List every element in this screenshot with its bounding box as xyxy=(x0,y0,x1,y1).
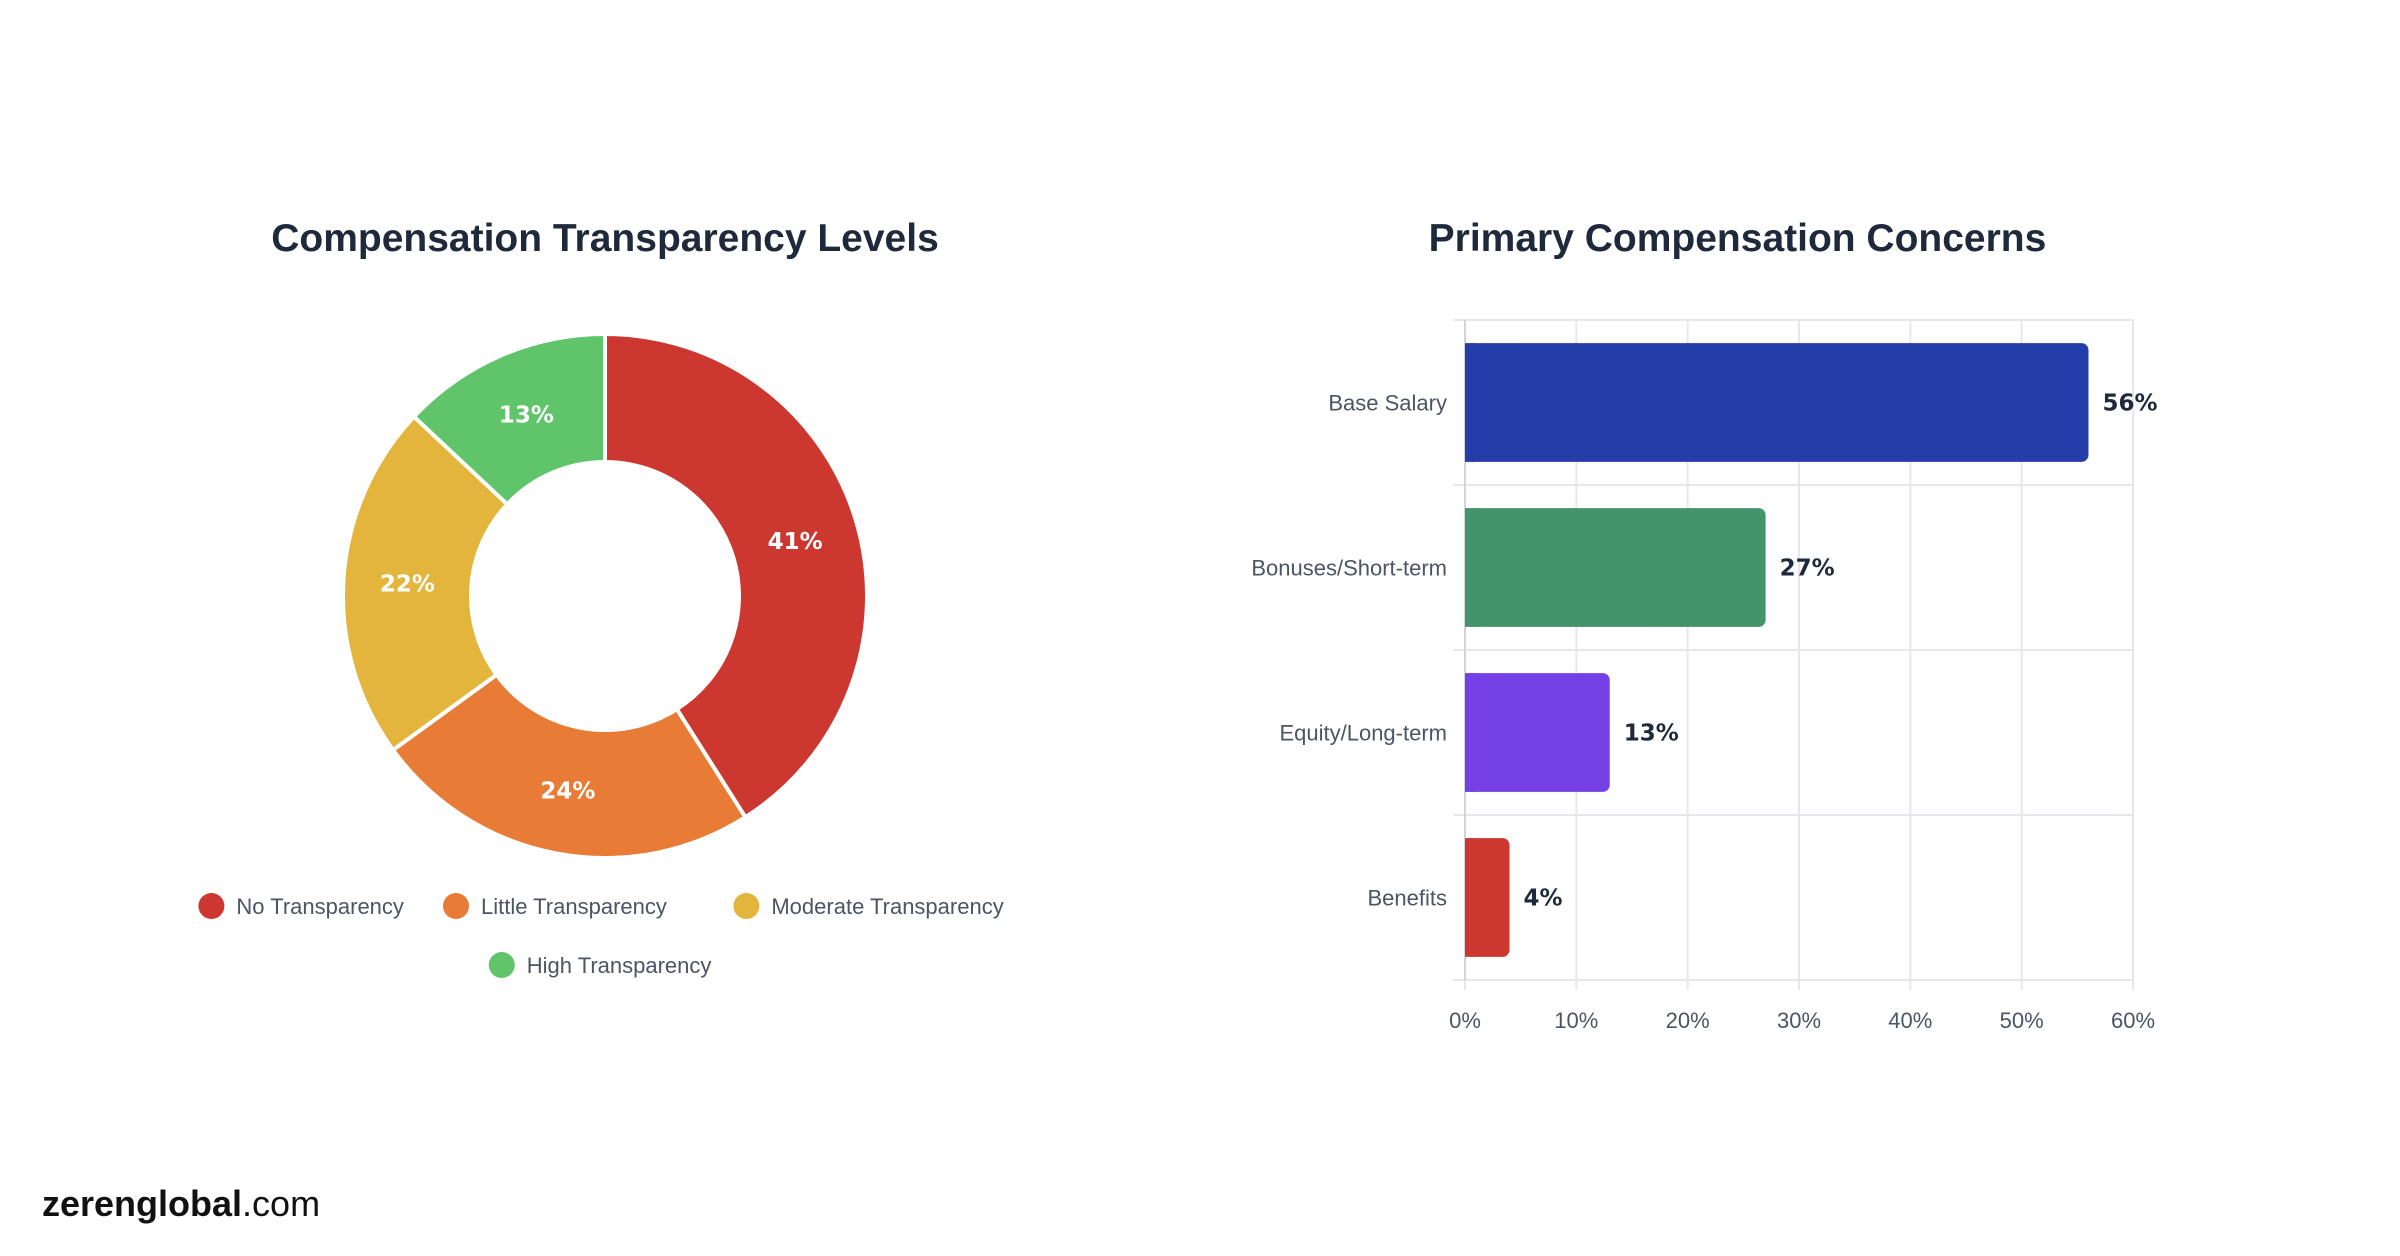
bar-chart-panel: Primary Compensation Concerns 0% 10% 20% 30… xyxy=(1195,215,2280,1055)
bar-chart-title: Primary Compensation Concerns xyxy=(1428,217,2047,260)
donut-chart-panel: Compensation Transparency Levels 41% 24% 2… xyxy=(60,215,1150,1055)
bar-base xyxy=(1465,508,1475,627)
legend-swatch xyxy=(443,893,469,919)
donut-slice xyxy=(341,413,511,753)
x-tick-label: 40% xyxy=(1888,1008,1932,1033)
brand-suffix: .com xyxy=(242,1183,321,1224)
bar xyxy=(1465,838,1510,957)
donut-slice-label: 24% xyxy=(540,778,595,804)
y-tick-label: Equity/Long-term xyxy=(1279,721,1447,746)
x-tick-label: 50% xyxy=(2000,1008,2044,1033)
x-tick-label: 0% xyxy=(1449,1008,1481,1033)
bar-base xyxy=(1465,343,1475,462)
y-tick-label: Benefits xyxy=(1368,886,1448,911)
y-tick-label: Base Salary xyxy=(1328,391,1447,416)
brand-watermark: zerenglobal.com xyxy=(42,1182,320,1226)
legend-swatch xyxy=(488,952,515,978)
y-tick-label: Bonuses/Short-term xyxy=(1251,556,1447,581)
bar-base xyxy=(1465,838,1475,957)
bar-value-label: 13% xyxy=(1624,721,1679,747)
x-tick-label: 10% xyxy=(1554,1008,1598,1033)
donut-slice xyxy=(411,331,607,508)
x-tick-label: 30% xyxy=(1777,1008,1821,1033)
legend-swatch xyxy=(198,893,225,919)
donut-chart-title: Compensation Transparency Levels xyxy=(271,217,939,260)
x-tick-label: 60% xyxy=(2111,1008,2155,1033)
legend-swatch xyxy=(733,893,760,919)
bar xyxy=(1465,508,1766,627)
bar xyxy=(1465,343,2089,462)
brand-name: zerenglobal xyxy=(42,1183,243,1224)
legend-label: No Transparency xyxy=(236,894,404,919)
legend-label: High Transparency xyxy=(527,953,712,978)
donut-slice xyxy=(390,671,749,860)
donut-slice-label: 22% xyxy=(380,572,435,598)
x-tick-label: 20% xyxy=(1666,1008,1710,1033)
donut-slice-label: 41% xyxy=(768,529,823,555)
donut-chart: 41% 24% 22% 13% No Transparency Little Transp… xyxy=(198,331,1004,978)
bar-value-label: 56% xyxy=(2102,391,2157,417)
legend-label: Moderate Transparency xyxy=(771,894,1003,919)
bar-value-label: 27% xyxy=(1780,556,1835,582)
bar xyxy=(1465,673,1610,792)
bar-chart: 0% 10% 20% 30% 40% 50% 60% Base Salary 56% Bonuse… xyxy=(1251,319,2158,1033)
bar-value-label: 4% xyxy=(1524,886,1563,912)
donut-slice-label: 13% xyxy=(499,402,554,428)
legend-label: Little Transparency xyxy=(481,894,667,919)
bar-base xyxy=(1465,673,1475,792)
donut-slice xyxy=(603,331,869,820)
